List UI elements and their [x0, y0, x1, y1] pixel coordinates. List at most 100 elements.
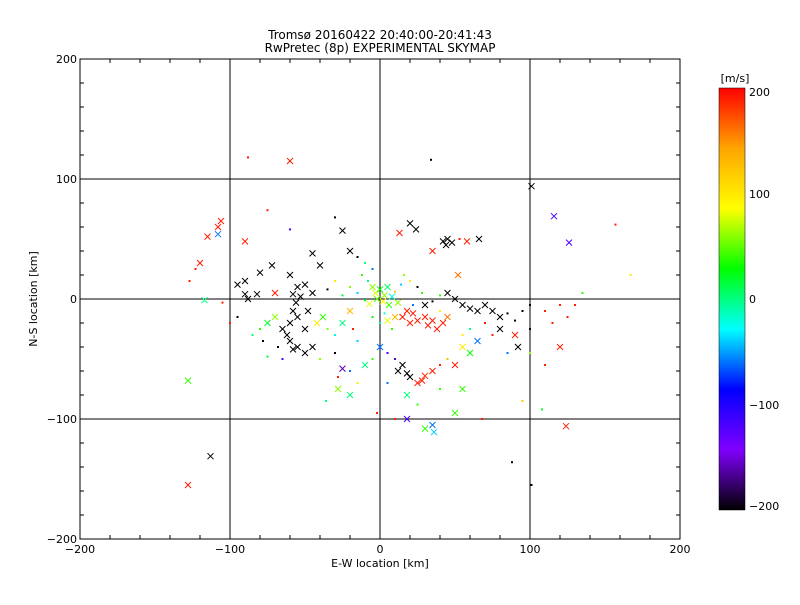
data-point-cross: [394, 299, 402, 306]
data-point-dot: [394, 358, 396, 360]
colorbar-tick-label: 0: [749, 293, 756, 306]
data-point-stroke: [403, 370, 411, 377]
data-point-cross: [339, 227, 346, 234]
data-point-dot: [379, 322, 381, 324]
data-point-cross: [489, 307, 496, 315]
data-point-stroke: [444, 289, 451, 297]
data-point-dot: [352, 328, 354, 330]
x-tick-labels: −200 −100 0 100 200: [65, 543, 691, 556]
data-point-stroke: [388, 293, 396, 300]
data-point-cross: [286, 157, 294, 165]
data-point-cross: [444, 235, 451, 243]
data-point-cross: [474, 307, 481, 315]
data-point-stroke: [412, 226, 420, 233]
data-point-stroke: [421, 301, 429, 309]
axis-ticks: [79, 58, 681, 540]
data-point-dot: [247, 156, 249, 159]
x-tick-label: −100: [215, 543, 245, 556]
data-point-stroke: [256, 269, 264, 276]
data-point-stroke: [319, 313, 327, 321]
data-point-dot: [469, 328, 471, 330]
data-point-stroke: [346, 307, 354, 315]
data-point-dot: [481, 418, 483, 420]
data-point-dot: [349, 370, 351, 372]
data-point-cross: [384, 317, 391, 324]
data-point-stroke: [459, 385, 466, 393]
data-point-cross: [376, 343, 384, 351]
data-point-cross: [429, 421, 436, 429]
data-point-dot: [412, 304, 414, 306]
data-point-stroke: [346, 391, 354, 399]
data-point-stroke: [301, 281, 309, 288]
y-tick-label: −100: [47, 413, 77, 426]
data-point-cross: [184, 377, 192, 384]
data-point-cross: [313, 319, 321, 327]
data-point-stroke: [286, 271, 294, 279]
data-point-cross: [279, 325, 286, 333]
data-point-cross: [268, 262, 276, 269]
data-point-cross: [442, 241, 450, 249]
colorbar-unit-label: [m/s]: [721, 72, 750, 85]
data-point-cross: [361, 361, 369, 369]
data-point-dot: [439, 388, 441, 390]
data-point-cross: [396, 229, 403, 237]
data-point-cross: [403, 415, 411, 423]
data-point-cross: [289, 307, 297, 315]
data-point-dot: [529, 352, 531, 354]
x-tick-label: 200: [670, 543, 691, 556]
x-axis-label: E-W location [km]: [331, 557, 429, 570]
data-point-cross: [459, 385, 466, 393]
data-point-cross: [372, 289, 379, 297]
data-point-cross: [562, 422, 570, 430]
data-point-stroke: [271, 313, 279, 321]
data-point-stroke: [399, 313, 406, 321]
data-point-stroke: [289, 290, 297, 298]
data-point-stroke: [376, 343, 384, 351]
data-point-dot: [281, 358, 284, 360]
data-point-stroke: [565, 239, 573, 246]
data-point-cross: [289, 346, 297, 353]
data-point-stroke: [283, 331, 291, 339]
data-point-stroke: [241, 277, 249, 285]
data-point-stroke: [196, 259, 204, 267]
data-point-dot: [361, 274, 363, 276]
data-point-dot: [521, 400, 524, 402]
data-point-cross: [459, 301, 466, 309]
data-point-cross: [294, 313, 301, 321]
data-point-cross: [217, 217, 225, 225]
data-point-dot: [391, 328, 393, 330]
data-point-stroke: [244, 295, 252, 303]
data-point-stroke: [418, 377, 426, 384]
data-point-stroke: [496, 313, 504, 321]
data-point-cross: [481, 301, 489, 309]
data-point-cross: [201, 296, 208, 304]
data-point-stroke: [309, 343, 316, 351]
data-point-dot: [544, 364, 546, 366]
data-point-stroke: [268, 262, 276, 269]
data-point-dot: [416, 403, 419, 406]
data-point-cross: [385, 301, 393, 309]
data-point-cross: [429, 247, 436, 255]
data-point-dot: [430, 158, 432, 161]
data-point-stroke: [459, 301, 466, 309]
data-point-dot: [439, 310, 441, 312]
y-tick-labels: −200 −100 0 100 200: [47, 53, 77, 546]
data-point-stroke: [414, 317, 421, 324]
data-point-dot: [431, 300, 434, 303]
data-point-dot: [326, 328, 329, 330]
data-point-cross: [283, 331, 291, 339]
data-point-cross: [391, 313, 399, 321]
data-point-dot: [266, 355, 269, 358]
data-point-cross: [429, 367, 436, 375]
data-point-stroke: [451, 361, 459, 369]
data-point-dot: [236, 316, 239, 318]
data-point-cross: [414, 379, 421, 387]
data-point-dot: [289, 228, 291, 231]
data-point-stroke: [394, 367, 402, 375]
data-point-cross: [466, 305, 474, 312]
data-point-cross: [289, 290, 297, 298]
data-point-dot: [551, 322, 554, 324]
data-point-stroke: [448, 239, 456, 246]
y-axis-label: N-S location [km]: [27, 251, 40, 347]
data-point-dot: [461, 334, 464, 336]
